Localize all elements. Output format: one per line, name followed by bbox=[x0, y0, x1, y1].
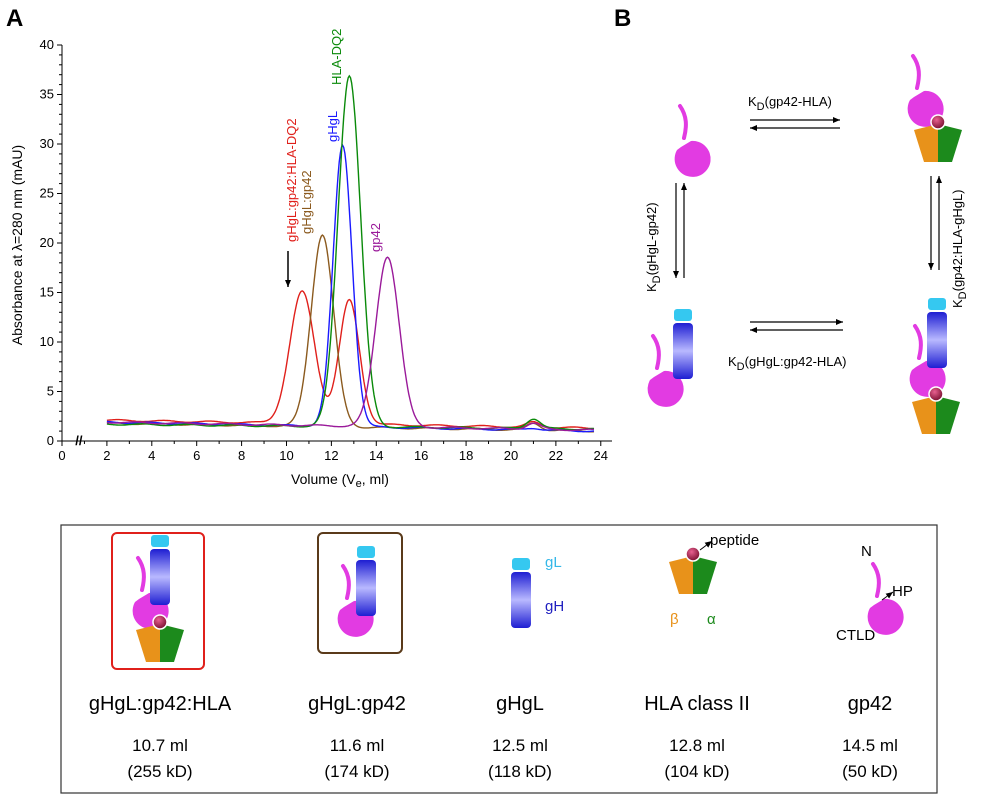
legend-mass-4: (50 kD) bbox=[842, 762, 898, 781]
scheme-ghgl-ternary bbox=[927, 298, 947, 368]
series-label-2: gHgL bbox=[325, 111, 340, 142]
legend-peptide-label: peptide bbox=[710, 532, 759, 549]
x-tick-label: 24 bbox=[594, 448, 608, 463]
kd-bottom-label: KD(gHgL:gp42-HLA) bbox=[728, 354, 847, 373]
series-line-3 bbox=[106, 74, 595, 431]
panel-b-letter: B bbox=[614, 5, 631, 32]
legend-gl-label: gL bbox=[545, 554, 562, 571]
legend-mass-1: (174 kD) bbox=[324, 762, 389, 781]
legend-volume-1: 11.6 ml bbox=[330, 736, 385, 755]
x-tick-label: 22 bbox=[549, 448, 563, 463]
y-tick-label: 0 bbox=[47, 433, 54, 448]
x-axis-break: // bbox=[75, 433, 83, 448]
legend-ghgl bbox=[511, 558, 531, 628]
legend-n-label: N bbox=[861, 543, 872, 560]
legend-box bbox=[60, 524, 938, 794]
y-tick-label: 35 bbox=[40, 87, 54, 102]
chromatogram-chart: 0 2 4 6 8 10 12 14 16 18 20 22 240510152025303540// … bbox=[9, 29, 612, 490]
legend-name-1: gHgL:gp42 bbox=[308, 693, 406, 715]
series-line-4 bbox=[106, 256, 595, 432]
x-tick-label: 10 bbox=[279, 448, 293, 463]
kd-right-label: KD(gp42:HLA-gHgL) bbox=[950, 189, 969, 308]
legend-volume-3: 12.8 ml bbox=[669, 736, 725, 755]
legend-hp-label: HP bbox=[892, 583, 913, 600]
x-tick-label: 0 bbox=[58, 448, 65, 463]
legend-frame-binary bbox=[317, 532, 403, 654]
series-line-0 bbox=[106, 290, 595, 430]
legend-volume-2: 12.5 ml bbox=[492, 736, 548, 755]
series-label-3: HLA-DQ2 bbox=[329, 29, 344, 85]
legend-ghgl-binary bbox=[356, 546, 376, 616]
y-tick-label: 25 bbox=[40, 186, 54, 201]
legend-gh-label: gH bbox=[545, 598, 564, 615]
chart-curves bbox=[106, 74, 595, 433]
legend-beta-label: β bbox=[670, 611, 679, 628]
legend-ghgl-ternary bbox=[150, 535, 170, 605]
y-tick-label: 40 bbox=[40, 37, 54, 52]
y-tick-label: 15 bbox=[40, 285, 54, 300]
kinetic-scheme: KD(gp42-HLA) KD(gHgL:gp42-HLA) KD(gHgL-g… bbox=[644, 54, 969, 435]
x-tick-label: 4 bbox=[148, 448, 155, 463]
legend-name-2: gHgL bbox=[496, 693, 544, 715]
legend-hla bbox=[668, 546, 718, 595]
series-line-1 bbox=[106, 234, 595, 433]
legend-texts: gHgL:gp42:HLA 10.7 ml (255 kD) gHgL:gp42 11.… bbox=[89, 693, 898, 781]
legend-mass-0: (255 kD) bbox=[127, 762, 192, 781]
x-tick-label: 18 bbox=[459, 448, 473, 463]
kd-top-label: KD(gp42-HLA) bbox=[748, 94, 832, 113]
series-line-2 bbox=[106, 143, 595, 433]
panel-a-letter: A bbox=[6, 5, 23, 32]
legend-alpha-label: α bbox=[707, 611, 716, 628]
x-tick-label: 14 bbox=[369, 448, 383, 463]
x-tick-label: 16 bbox=[414, 448, 428, 463]
y-axis-label: Absorbance at λ=280 nm (mAU) bbox=[9, 145, 25, 345]
legend-volume-0: 10.7 ml bbox=[132, 736, 188, 755]
scheme-ghgl-left bbox=[673, 309, 693, 379]
x-tick-label: 2 bbox=[103, 448, 110, 463]
y-tick-label: 5 bbox=[47, 384, 54, 399]
series-label-0: gHgL:gp42:HLA-DQ2 bbox=[284, 118, 299, 242]
scheme-gp42-free bbox=[672, 104, 713, 179]
legend-frame-ternary bbox=[111, 532, 205, 670]
legend-name-4: gp42 bbox=[848, 693, 893, 715]
kd-left-label: KD(gHgL-gp42) bbox=[644, 202, 663, 292]
legend-name-3: HLA class II bbox=[644, 693, 750, 715]
legend-volume-4: 14.5 ml bbox=[842, 736, 898, 755]
y-tick-label: 20 bbox=[40, 235, 54, 250]
chart-curve-labels: gHgL:gp42:HLA-DQ2 gHgL:gp42 gHgL HLA-DQ2 gp4… bbox=[284, 29, 383, 252]
y-tick-label: 30 bbox=[40, 136, 54, 151]
legend-mass-3: (104 kD) bbox=[664, 762, 729, 781]
legend-name-0: gHgL:gp42:HLA bbox=[89, 693, 232, 715]
x-tick-label: 12 bbox=[324, 448, 338, 463]
legend-ctld-label: CTLD bbox=[836, 627, 875, 644]
series-label-1: gHgL:gp42 bbox=[299, 170, 314, 234]
x-tick-label: 20 bbox=[504, 448, 518, 463]
x-tick-label: 6 bbox=[193, 448, 200, 463]
x-tick-label: 8 bbox=[238, 448, 245, 463]
series-label-4: gp42 bbox=[368, 223, 383, 252]
y-tick-label: 10 bbox=[40, 334, 54, 349]
x-axis-label: Volume (Ve, ml) bbox=[291, 471, 389, 490]
legend-mass-2: (118 kD) bbox=[488, 762, 552, 781]
